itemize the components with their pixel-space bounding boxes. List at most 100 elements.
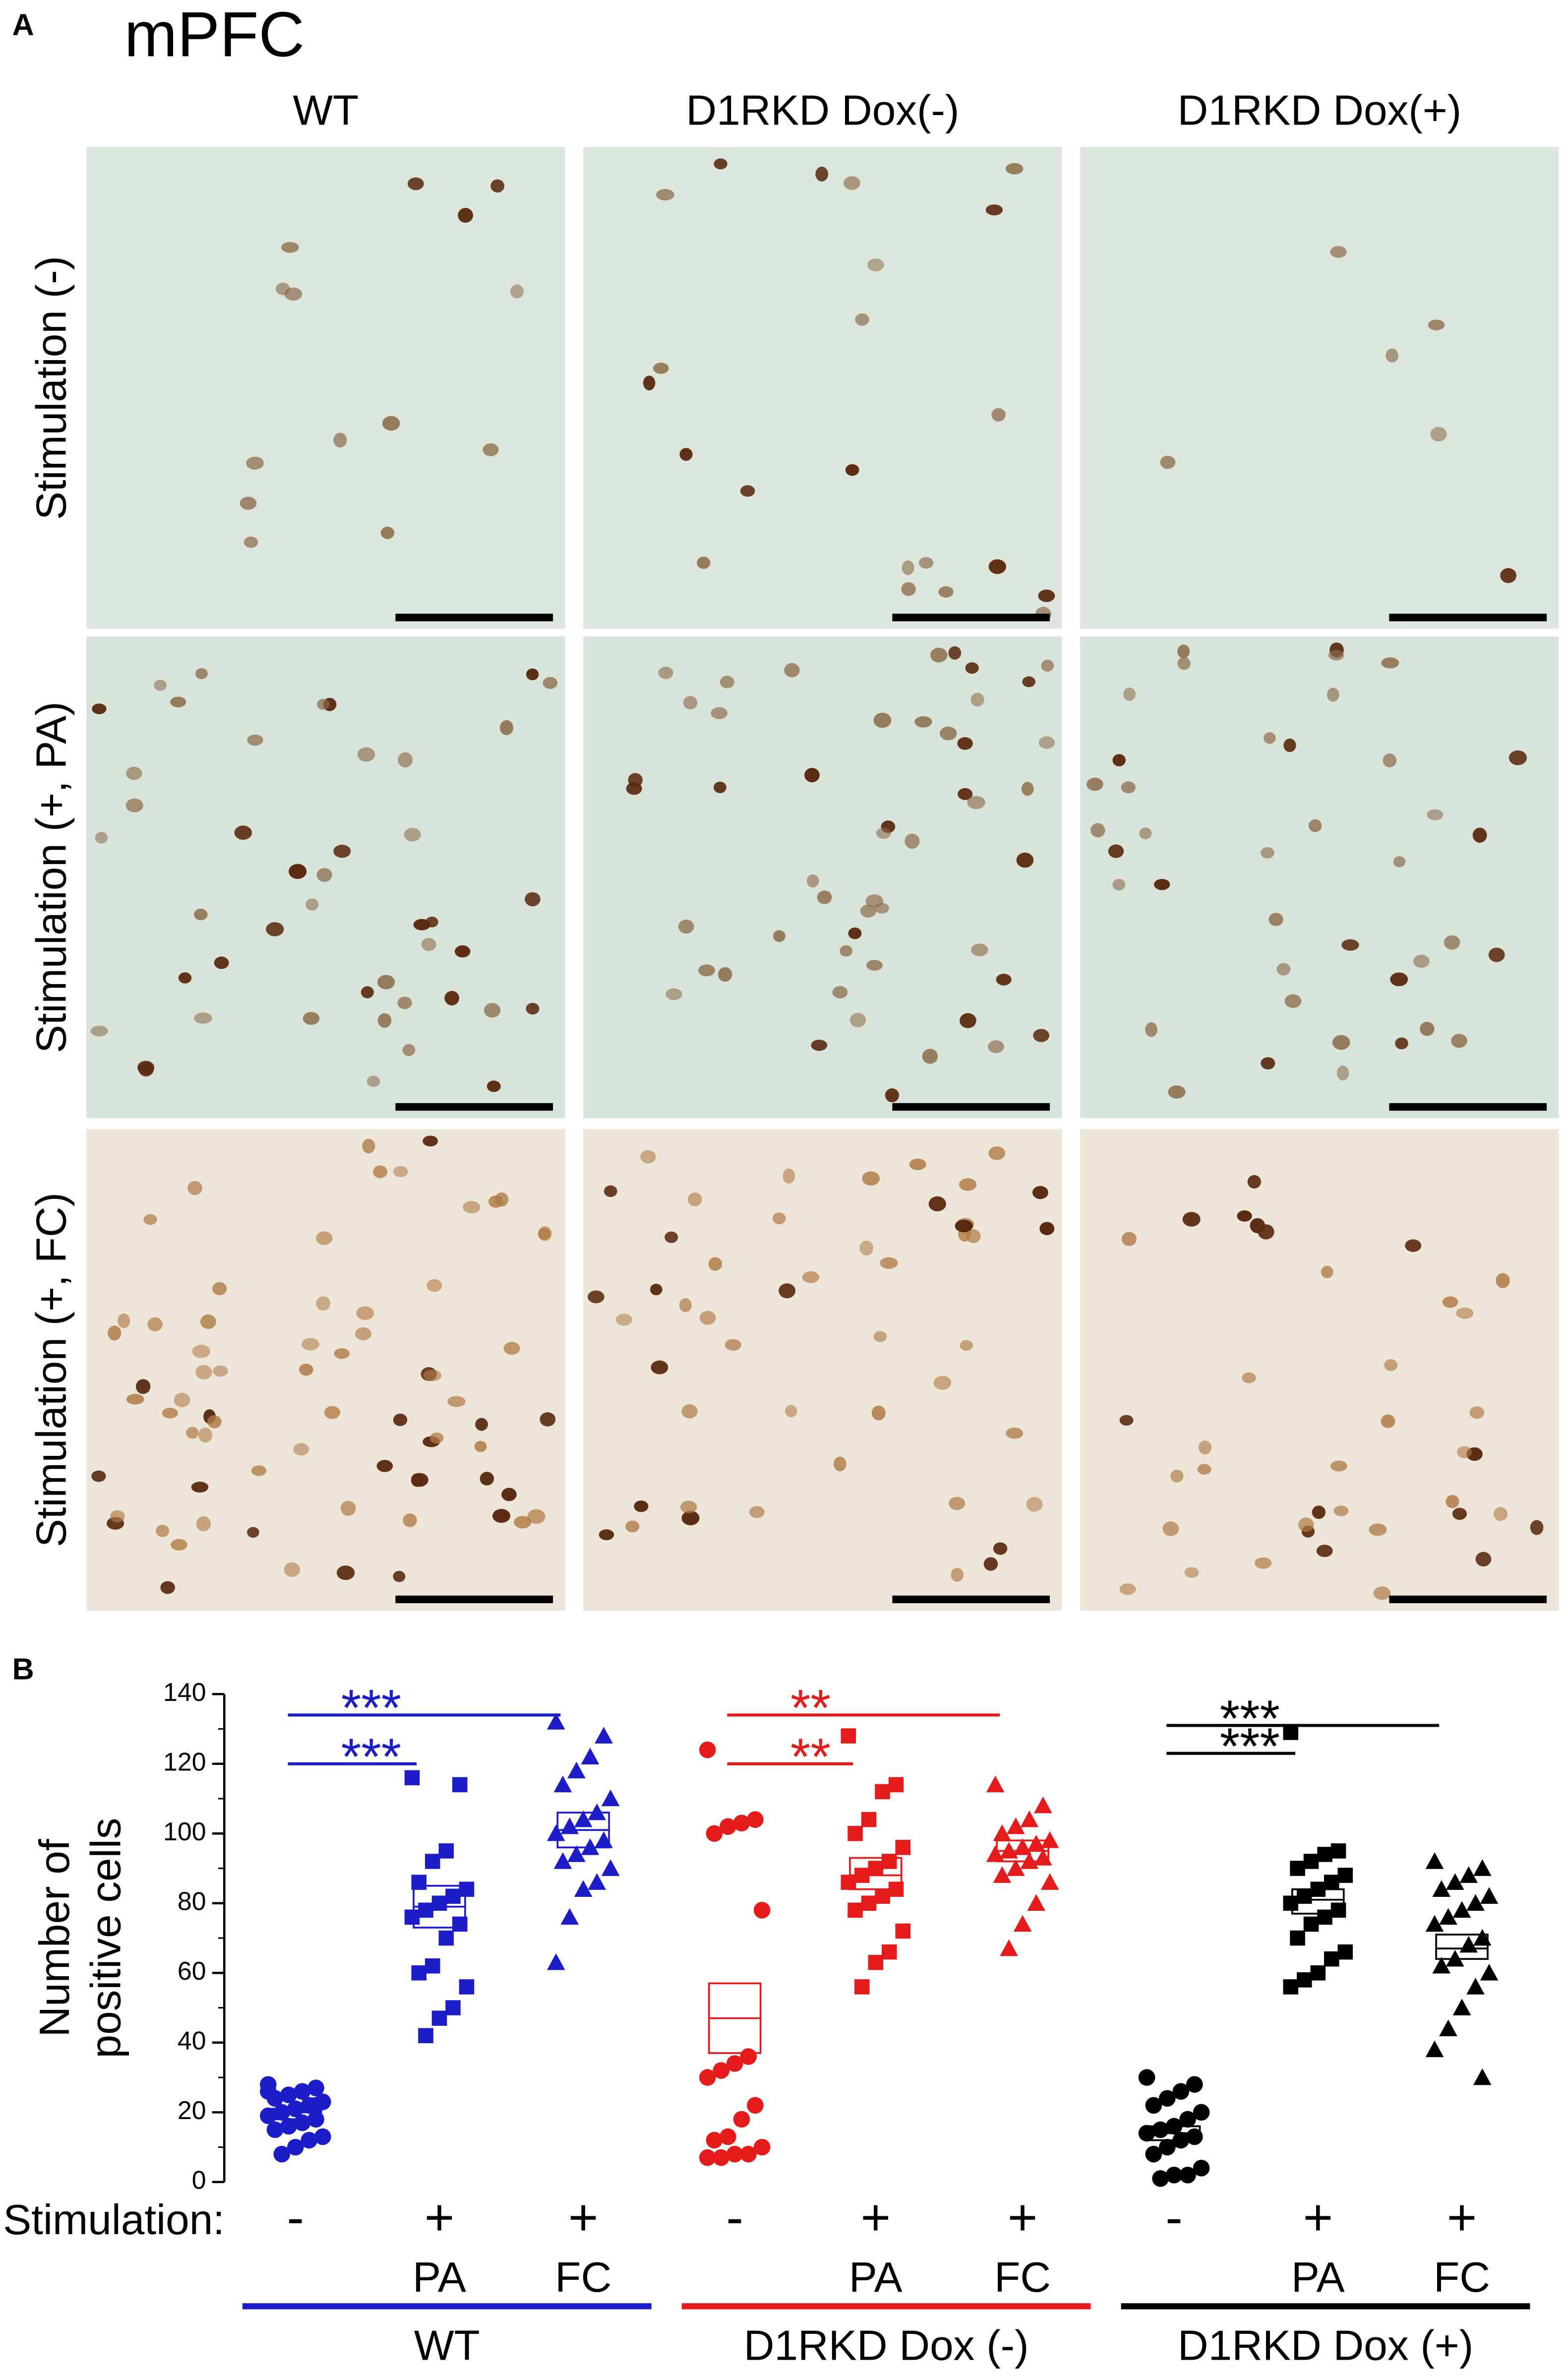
nucleus (525, 892, 541, 907)
nucleus (447, 1396, 466, 1407)
nucleus (951, 1567, 964, 1582)
nucleus (212, 1282, 227, 1296)
data-point (1027, 1835, 1045, 1852)
data-point (1145, 2097, 1162, 2114)
nucleus (993, 1542, 1008, 1555)
data-point (273, 2145, 291, 2163)
nucleus (967, 796, 985, 809)
data-point (875, 1784, 890, 1800)
nucleus (1090, 823, 1105, 838)
row-label: Stimulation (-) (28, 256, 75, 520)
nucleus (192, 1344, 210, 1358)
x-tick-label: + (1303, 2189, 1333, 2247)
nucleus (156, 1524, 170, 1537)
data-point (888, 1777, 904, 1793)
micrograph (86, 636, 565, 1119)
nucleus (1530, 1520, 1544, 1535)
nucleus (965, 662, 979, 674)
nucleus (679, 448, 693, 461)
nucleus (324, 1406, 341, 1419)
nucleus (1330, 1460, 1348, 1472)
nucleus (1327, 688, 1339, 702)
data-point (861, 1895, 877, 1911)
nucleus (1032, 1186, 1048, 1199)
nucleus (832, 986, 848, 999)
nucleus (393, 1413, 408, 1427)
nucleus (397, 997, 412, 1009)
significance-stars: *** (1220, 1690, 1280, 1748)
data-point (445, 1888, 461, 1904)
nucleus (361, 986, 374, 999)
nucleus (501, 1488, 517, 1502)
nucleus (366, 1075, 380, 1087)
nucleus (1086, 777, 1103, 791)
nucleus (811, 1039, 828, 1051)
data-point (601, 1859, 620, 1876)
nucleus (1332, 1035, 1350, 1050)
y-tick-label: 140 (163, 1678, 206, 1707)
nucleus (302, 1011, 320, 1025)
nucleus (195, 668, 208, 680)
data-point (1179, 2111, 1196, 2128)
nucleus (711, 707, 728, 719)
nucleus (1041, 659, 1054, 672)
nucleus (408, 177, 424, 190)
nucleus (482, 443, 499, 456)
nucleus (880, 1257, 898, 1269)
nucleus (1444, 935, 1460, 950)
nucleus (527, 1509, 545, 1524)
nucleus (1451, 1034, 1467, 1048)
nucleus (802, 1271, 819, 1283)
scale-bar (1389, 614, 1547, 622)
nucleus (840, 945, 853, 957)
data-point (986, 1775, 1005, 1793)
nucleus (720, 676, 734, 689)
data-point (1466, 1978, 1485, 1995)
nucleus (1033, 1029, 1050, 1042)
nucleus (403, 1513, 417, 1527)
row-label: Stimulation (+, PA) (28, 701, 75, 1053)
nucleus (678, 919, 694, 934)
nucleus (500, 720, 514, 736)
panel-label: B (12, 1652, 34, 1686)
nucleus (126, 1393, 144, 1405)
nucleus (1145, 1022, 1158, 1037)
nucleus (860, 904, 876, 918)
data-point (993, 1866, 1012, 1883)
data-point (1473, 2068, 1492, 2085)
nucleus (1154, 878, 1170, 890)
nucleus (191, 1481, 209, 1493)
significance-stars: *** (341, 1728, 401, 1786)
nucleus (681, 1510, 700, 1526)
nucleus (1452, 1507, 1467, 1520)
scale-bar (892, 614, 1050, 622)
nucleus (1177, 644, 1190, 659)
nucleus (681, 1404, 698, 1419)
data-point (1297, 1888, 1312, 1904)
data-point (1425, 1915, 1444, 1932)
sem-box (1435, 1934, 1489, 1960)
scale-bar (395, 614, 553, 622)
x-tick-label: + (1008, 2189, 1038, 2247)
nucleus (680, 1501, 697, 1513)
data-point (1186, 2076, 1203, 2093)
data-point (1179, 2167, 1196, 2184)
data-point (1007, 1859, 1025, 1876)
nucleus (362, 1138, 375, 1154)
data-point (546, 1713, 565, 1730)
nucleus (1006, 1427, 1024, 1439)
data-point (1027, 1894, 1045, 1911)
nucleus (922, 1049, 938, 1064)
data-point (445, 2000, 461, 2015)
nucleus (423, 1370, 442, 1381)
micrograph-background (1080, 1128, 1559, 1611)
nucleus (1247, 1175, 1261, 1189)
data-point (1452, 1999, 1471, 2015)
data-point (1425, 2040, 1444, 2058)
data-point (546, 1953, 565, 1970)
data-point (713, 2062, 730, 2079)
nucleus (355, 1327, 371, 1340)
data-point (1138, 2125, 1155, 2142)
nucleus (207, 1415, 222, 1429)
